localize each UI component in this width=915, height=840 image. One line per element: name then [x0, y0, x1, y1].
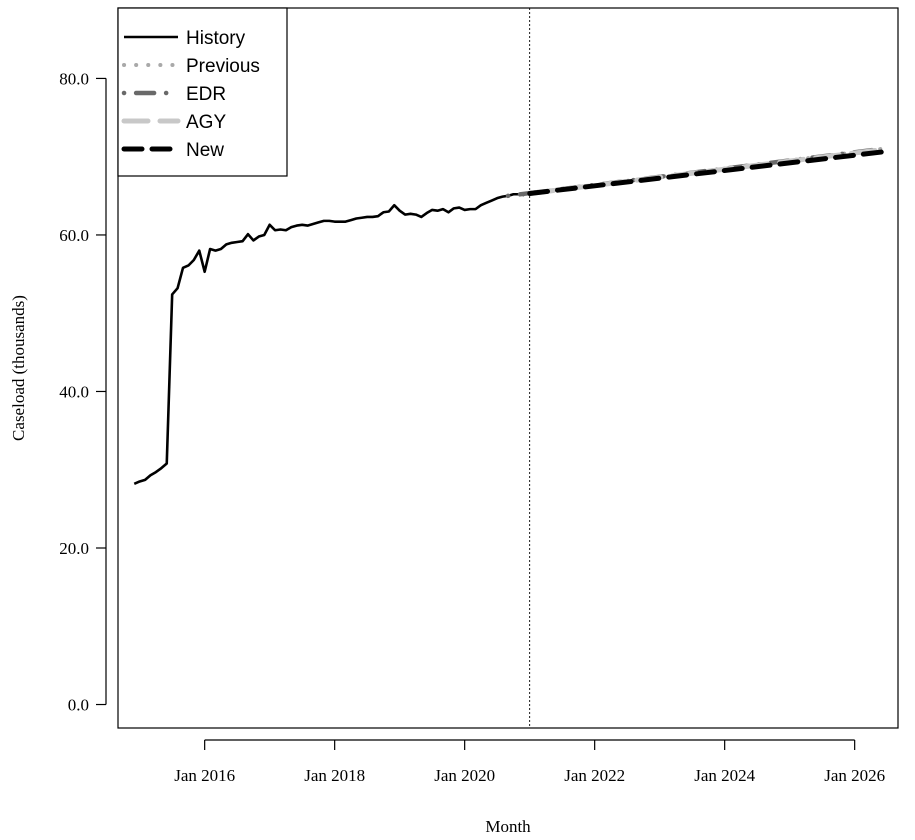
x-tick-label: Jan 2024: [694, 766, 755, 785]
series-layer: [133, 146, 885, 486]
legend-label-history: History: [186, 28, 246, 49]
y-tick-label: 0.0: [68, 696, 89, 715]
x-tick-label: Jan 2026: [824, 766, 885, 785]
legend-label-new: New: [186, 140, 224, 161]
series-line-history: [133, 192, 525, 486]
y-tick-label: 60.0: [59, 226, 89, 245]
x-axis: Jan 2016 Jan 2018 Jan 2020 Jan 2022 Jan 2024…: [174, 739, 885, 785]
y-tick-label: 80.0: [59, 69, 89, 88]
y-axis: 0.0 20.0 40.0 60.0 80.0: [59, 69, 107, 715]
x-tick-label: Jan 2022: [564, 766, 625, 785]
legend: History Previous EDR AGY New: [117, 7, 288, 177]
x-tick-label: Jan 2018: [304, 766, 365, 785]
plot-frame: [117, 7, 899, 729]
y-tick-label: 40.0: [59, 382, 89, 401]
x-axis-label: Month: [485, 817, 531, 836]
series-line-new: [527, 149, 885, 196]
x-tick-label: Jan 2016: [174, 766, 235, 785]
y-tick-label: 20.0: [59, 539, 89, 558]
legend-label-agy: AGY: [186, 112, 226, 133]
legend-label-edr: EDR: [186, 84, 226, 105]
x-tick-label: Jan 2020: [434, 766, 495, 785]
y-axis-label: Caseload (thousands): [9, 295, 28, 441]
legend-label-previous: Previous: [186, 56, 260, 77]
